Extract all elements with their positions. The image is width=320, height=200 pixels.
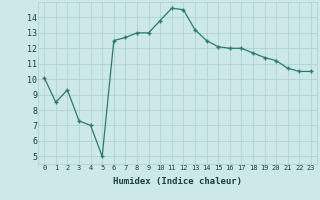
X-axis label: Humidex (Indice chaleur): Humidex (Indice chaleur) — [113, 177, 242, 186]
